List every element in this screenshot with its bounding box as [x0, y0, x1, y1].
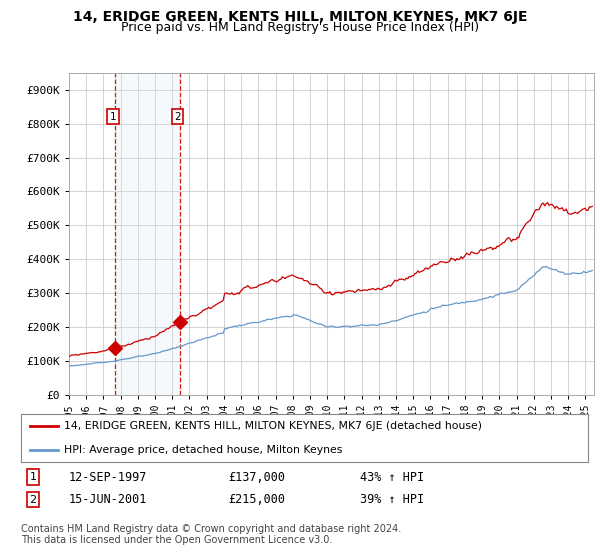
Text: 43% ↑ HPI: 43% ↑ HPI — [360, 470, 424, 484]
Text: £137,000: £137,000 — [228, 470, 285, 484]
Text: 2: 2 — [174, 112, 181, 122]
Text: 1: 1 — [29, 472, 37, 482]
Text: Price paid vs. HM Land Registry's House Price Index (HPI): Price paid vs. HM Land Registry's House … — [121, 21, 479, 34]
Text: 14, ERIDGE GREEN, KENTS HILL, MILTON KEYNES, MK7 6JE (detached house): 14, ERIDGE GREEN, KENTS HILL, MILTON KEY… — [64, 421, 482, 431]
Text: 1: 1 — [110, 112, 116, 122]
Text: £215,000: £215,000 — [228, 493, 285, 506]
Text: 14, ERIDGE GREEN, KENTS HILL, MILTON KEYNES, MK7 6JE: 14, ERIDGE GREEN, KENTS HILL, MILTON KEY… — [73, 10, 527, 24]
Text: HPI: Average price, detached house, Milton Keynes: HPI: Average price, detached house, Milt… — [64, 445, 342, 455]
Text: 15-JUN-2001: 15-JUN-2001 — [69, 493, 148, 506]
Text: 12-SEP-1997: 12-SEP-1997 — [69, 470, 148, 484]
Text: Contains HM Land Registry data © Crown copyright and database right 2024.
This d: Contains HM Land Registry data © Crown c… — [21, 524, 401, 545]
Bar — [115, 73, 180, 395]
Text: 39% ↑ HPI: 39% ↑ HPI — [360, 493, 424, 506]
Text: 2: 2 — [29, 494, 37, 505]
